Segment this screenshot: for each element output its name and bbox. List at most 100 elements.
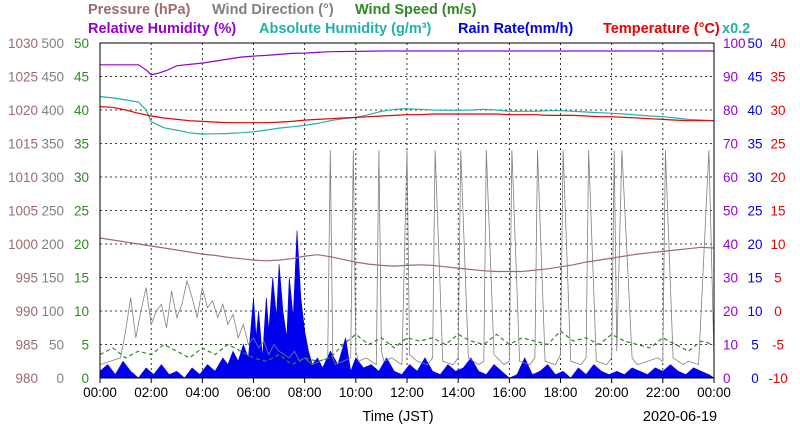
y-tick-humidity: 50 [723, 204, 738, 219]
y-tick-rain-rate: 50 [747, 36, 762, 51]
y-tick-wind-speed: 50 [74, 36, 89, 51]
y-tick-temperature: 10 [770, 237, 785, 252]
legend-item: Absolute Humidity (g/m³) [259, 21, 432, 37]
y-tick-wind-direction: 150 [41, 271, 64, 286]
x-tick-label: 22:00 [646, 385, 680, 400]
y-tick-rain-rate: 35 [747, 137, 762, 152]
y-tick-humidity: 30 [723, 271, 738, 286]
x-tick-label: 20:00 [595, 385, 629, 400]
y-tick-pressure: 1015 [8, 137, 38, 152]
y-tick-wind-speed: 30 [74, 170, 89, 185]
x-tick-label: 06:00 [237, 385, 271, 400]
y-tick-rain-rate: 20 [747, 237, 762, 252]
y-tick-humidity: 10 [723, 338, 738, 353]
x-tick-label: 10:00 [339, 385, 373, 400]
scale-note: x0.2 [722, 21, 750, 37]
y-tick-pressure: 995 [15, 271, 38, 286]
y-tick-temperature: 5 [774, 271, 782, 286]
series-wind-speed [99, 330, 715, 366]
y-tick-wind-direction: 400 [41, 103, 64, 118]
legend-item: Wind Speed (m/s) [355, 2, 477, 18]
y-tick-rain-rate: 40 [747, 103, 762, 118]
y-tick-temperature: 20 [770, 170, 785, 185]
x-tick-label: 00:00 [697, 385, 731, 400]
series-temperature [99, 106, 714, 124]
y-tick-wind-direction: 250 [41, 204, 64, 219]
y-tick-rain-rate: 0 [751, 371, 759, 386]
x-tick-label: 08:00 [288, 385, 322, 400]
y-tick-humidity: 60 [723, 170, 738, 185]
x-tick-label: 00:00 [83, 385, 117, 400]
y-tick-wind-speed: 20 [74, 237, 89, 252]
legend-item: Wind Direction (°) [212, 2, 334, 18]
y-tick-humidity: 0 [723, 371, 731, 386]
y-tick-pressure: 985 [15, 338, 38, 353]
y-tick-humidity: 100 [723, 36, 746, 51]
y-tick-wind-speed: 5 [81, 338, 89, 353]
date-label: 2020-06-19 [643, 409, 717, 425]
series-relative-humidity [100, 50, 714, 76]
y-tick-wind-speed: 25 [74, 204, 89, 219]
y-tick-rain-rate: 10 [747, 304, 762, 319]
y-tick-rain-rate: 45 [747, 70, 762, 85]
y-tick-temperature: 15 [770, 204, 785, 219]
y-tick-pressure: 990 [15, 304, 38, 319]
legend-item: Relative Humidity (%) [88, 21, 236, 37]
y-tick-temperature: 40 [770, 36, 785, 51]
y-tick-wind-speed: 15 [74, 271, 89, 286]
legend-item: Pressure (hPa) [88, 2, 191, 18]
y-tick-wind-speed: 35 [74, 137, 89, 152]
series-rain-rate [99, 230, 715, 379]
y-tick-rain-rate: 15 [747, 271, 762, 286]
legend-item: Rain Rate(mm/h) [458, 21, 573, 37]
x-axis: 00:00 02:00 04:00 06:00 08:00 10:00 12:00 14:00… [83, 378, 731, 400]
y-tick-humidity: 70 [723, 137, 738, 152]
y-tick-wind-direction: 50 [49, 338, 64, 353]
y-tick-humidity: 80 [723, 103, 738, 118]
y-tick-pressure: 1030 [8, 36, 38, 51]
series-absolute-humidity [99, 96, 715, 135]
y-tick-pressure: 980 [15, 371, 38, 386]
y-axes: 9809859909951000100510101015102010251030… [8, 36, 788, 386]
y-tick-temperature: 30 [770, 103, 785, 118]
series-layer [99, 50, 715, 379]
y-tick-humidity: 20 [723, 304, 738, 319]
y-tick-humidity: 40 [723, 237, 738, 252]
y-tick-humidity: 90 [723, 70, 738, 85]
y-tick-pressure: 1025 [8, 70, 38, 85]
x-tick-label: 12:00 [390, 385, 424, 400]
y-tick-wind-direction: 500 [41, 36, 64, 51]
y-tick-rain-rate: 25 [747, 204, 762, 219]
series-wind-direction [99, 150, 715, 366]
y-tick-temperature: -10 [768, 371, 788, 386]
series-pressure [99, 237, 715, 273]
y-tick-wind-direction: 350 [41, 137, 64, 152]
y-tick-wind-speed: 0 [81, 371, 89, 386]
x-tick-label: 16:00 [492, 385, 526, 400]
y-tick-wind-speed: 40 [74, 103, 89, 118]
x-axis-label: Time (JST) [362, 409, 433, 425]
y-tick-temperature: 35 [770, 70, 785, 85]
legend-item: Temperature (°C) [603, 21, 720, 37]
y-tick-pressure: 1010 [8, 170, 38, 185]
legend: Pressure (hPa) Wind Direction (°) Wind Spe… [88, 2, 750, 37]
y-tick-wind-direction: 100 [41, 304, 64, 319]
x-tick-label: 14:00 [441, 385, 475, 400]
x-tick-label: 02:00 [134, 385, 168, 400]
y-tick-temperature: -5 [772, 338, 784, 353]
y-tick-rain-rate: 30 [747, 170, 762, 185]
x-tick-label: 04:00 [185, 385, 219, 400]
y-tick-wind-direction: 0 [56, 371, 64, 386]
y-tick-pressure: 1000 [8, 237, 38, 252]
y-tick-wind-direction: 450 [41, 70, 64, 85]
y-tick-temperature: 25 [770, 137, 785, 152]
y-tick-pressure: 1005 [8, 204, 38, 219]
y-tick-wind-direction: 200 [41, 237, 64, 252]
y-tick-rain-rate: 5 [751, 338, 759, 353]
y-tick-wind-direction: 300 [41, 170, 64, 185]
y-tick-temperature: 0 [774, 304, 782, 319]
x-tick-label: 18:00 [544, 385, 578, 400]
y-tick-wind-speed: 45 [74, 70, 89, 85]
y-tick-wind-speed: 10 [74, 304, 89, 319]
